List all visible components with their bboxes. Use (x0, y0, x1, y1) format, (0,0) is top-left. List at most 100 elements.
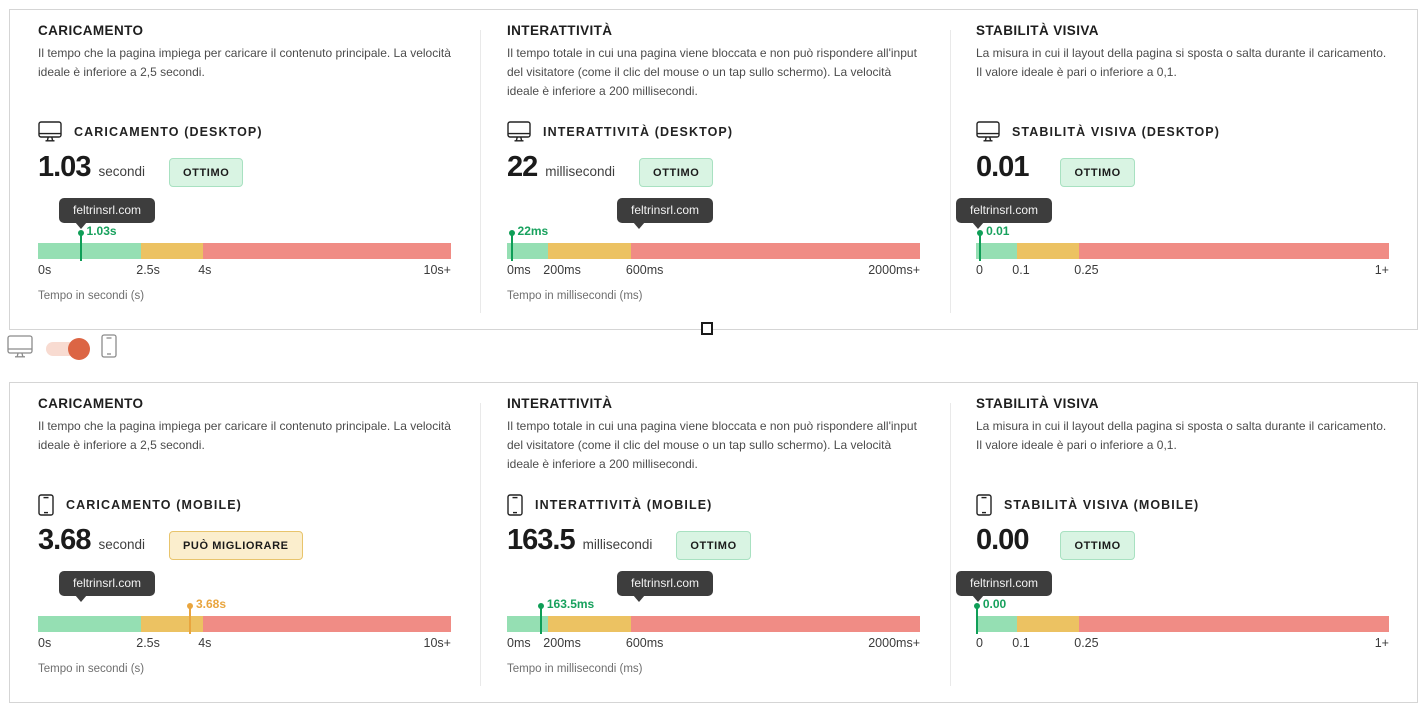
desktop-icon (976, 121, 1000, 142)
tooltip-text: feltrinsrl.com (73, 203, 142, 217)
bar-good-segment (38, 616, 142, 632)
tooltip-text: feltrinsrl.com (970, 576, 1039, 590)
metric-description: Il tempo che la pagina impiega per caric… (38, 419, 451, 452)
axis-tick: 10s+ (423, 636, 451, 650)
metric-value-row: 0.00 OTTIMO (976, 524, 1135, 560)
threshold-bar (976, 243, 1389, 259)
bar-poor-segment (630, 616, 920, 632)
marker-label: 0.00 (982, 597, 1007, 611)
axis-tick: 10s+ (423, 263, 451, 277)
marker-label: 1.03s (86, 224, 117, 238)
axis-tick: 2000ms+ (868, 636, 920, 650)
axis-tick: 4s (198, 263, 212, 277)
threshold-bar (507, 243, 920, 259)
mobile-icon (976, 494, 992, 516)
axis-tick: 0 (976, 263, 983, 277)
bar-medium-segment (1017, 243, 1080, 259)
metric-card-stability-desktop: STABILITÀ VISIVA La misura in cui il lay… (956, 10, 1389, 329)
axis-tick: 0s (38, 636, 52, 650)
metric-section-title: STABILITÀ VISIVA (976, 396, 1099, 411)
threshold-bar (507, 616, 920, 632)
bar-medium-segment (141, 243, 204, 259)
marker-label: 3.68s (195, 597, 226, 611)
mobile-icon (507, 494, 523, 516)
status-badge: OTTIMO (169, 158, 244, 187)
axis-tick: 200ms (543, 636, 581, 650)
metric-section-title: STABILITÀ VISIVA (976, 23, 1099, 38)
bar-poor-segment (1079, 243, 1389, 259)
axis-tick: 0 (976, 636, 983, 650)
marker-label: 22ms (517, 224, 549, 238)
metric-description: La misura in cui il layout della pagina … (976, 46, 1387, 79)
metric-meter: feltrinsrl.com 1.03s 0s 2.5s 4s 10s+ Tempo … (38, 196, 451, 326)
axis-tick: 0ms (507, 636, 531, 650)
marker-label: 0.01 (986, 224, 1010, 238)
axis-ticks: 0 0.1 0.25 1+ (976, 636, 1389, 652)
mobile-icon (38, 494, 54, 516)
metric-card-interactivity-desktop: INTERATTIVITÀ Il tempo totale in cui una… (507, 10, 920, 329)
tooltip-arrow-icon (633, 595, 645, 602)
metric-unit: millisecondi (545, 164, 616, 179)
axis-tick: 0.1 (1012, 263, 1030, 277)
threshold-bar (38, 616, 451, 632)
tooltip-arrow-icon (75, 595, 87, 602)
metric-value-row: 0.01 OTTIMO (976, 151, 1135, 187)
metric-header: CARICAMENTO (DESKTOP) (38, 121, 263, 142)
metric-section-title: INTERATTIVITÀ (507, 396, 613, 411)
site-tooltip: feltrinsrl.com (956, 198, 1053, 229)
axis-caption: Tempo in millisecondi (ms) (507, 663, 643, 675)
marker-line (979, 233, 982, 261)
metric-value: 3.68 (38, 524, 91, 556)
status-badge: OTTIMO (639, 158, 714, 187)
axis-caption: Tempo in millisecondi (ms) (507, 290, 643, 302)
bar-poor-segment (630, 243, 920, 259)
metric-label: CARICAMENTO (DESKTOP) (74, 124, 263, 139)
metric-value: 1.03 (38, 151, 91, 183)
checkbox[interactable] (701, 322, 713, 335)
metric-meter: feltrinsrl.com 0.01 0 0.1 0.25 1+ (956, 196, 1389, 326)
metric-description: Il tempo che la pagina impiega per caric… (38, 46, 451, 79)
marker-label: 163.5ms (546, 597, 595, 611)
marker-line (79, 233, 82, 261)
device-toggle[interactable] (46, 337, 90, 360)
toggle-knob[interactable] (68, 337, 90, 360)
desktop-metrics-panel: CARICAMENTO Il tempo che la pagina impie… (9, 9, 1418, 330)
axis-tick: 0ms (507, 263, 531, 277)
tooltip-arrow-icon (972, 595, 984, 602)
metric-label: STABILITÀ VISIVA (MOBILE) (1004, 498, 1200, 512)
metric-value: 163.5 (507, 524, 576, 556)
metric-card-interactivity-mobile: INTERATTIVITÀ Il tempo totale in cui una… (507, 383, 920, 702)
desktop-icon (38, 121, 62, 142)
site-tooltip: feltrinsrl.com (956, 571, 1053, 602)
metric-section-title: CARICAMENTO (38, 396, 144, 411)
axis-caption: Tempo in secondi (s) (38, 663, 145, 675)
status-badge: OTTIMO (1060, 531, 1135, 560)
bar-poor-segment (1079, 616, 1389, 632)
tooltip-arrow-icon (75, 222, 87, 229)
axis-tick: 2.5s (136, 263, 160, 277)
tooltip-text: feltrinsrl.com (73, 576, 142, 590)
metric-value-row: 1.03 secondi OTTIMO (38, 151, 244, 187)
metric-meter: feltrinsrl.com 3.68s 0s 2.5s 4s 10s+ Tempo … (38, 569, 451, 699)
metric-meter: feltrinsrl.com 0.00 0 0.1 0.25 1+ (956, 569, 1389, 699)
metric-description: La misura in cui il layout della pagina … (976, 419, 1387, 452)
axis-tick: 200ms (543, 263, 581, 277)
axis-tick: 4s (198, 636, 212, 650)
bar-medium-segment (548, 616, 631, 632)
desktop-icon (7, 334, 33, 363)
axis-ticks: 0 0.1 0.25 1+ (976, 263, 1389, 279)
metric-header: STABILITÀ VISIVA (MOBILE) (976, 494, 1199, 516)
axis-tick: 0.25 (1074, 636, 1099, 650)
bar-poor-segment (203, 616, 451, 632)
metric-meter: feltrinsrl.com 163.5ms 0ms 200ms 600ms 2000… (507, 569, 920, 699)
metric-card-stability-mobile: STABILITÀ VISIVA La misura in cui il lay… (956, 383, 1389, 702)
metric-unit: millisecondi (582, 537, 653, 552)
axis-tick: 1+ (1374, 263, 1389, 277)
metric-label: STABILITÀ VISIVA (DESKTOP) (1012, 124, 1221, 139)
status-badge: PUÒ MIGLIORARE (169, 531, 303, 560)
axis-ticks: 0s 2.5s 4s 10s+ (38, 636, 451, 652)
metric-value: 0.01 (976, 151, 1029, 183)
axis-tick: 0.1 (1012, 636, 1030, 650)
tooltip-arrow-icon (633, 222, 645, 229)
threshold-bar (976, 616, 1389, 632)
